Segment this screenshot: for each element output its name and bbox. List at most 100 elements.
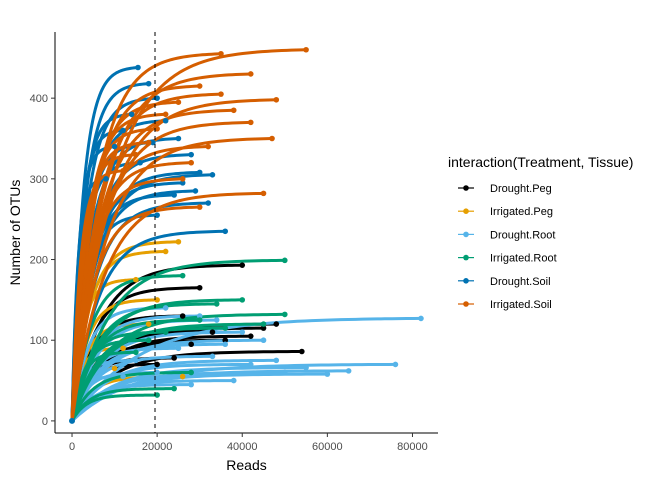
curve-endpoint bbox=[154, 369, 160, 376]
curve-endpoint bbox=[230, 107, 237, 114]
curve-endpoint bbox=[247, 119, 254, 126]
rarefaction-curve bbox=[70, 92, 223, 423]
curve-endpoint bbox=[171, 385, 177, 392]
legend-key-point bbox=[463, 254, 469, 261]
y-tick-label: 100 bbox=[30, 335, 48, 347]
curve-endpoint bbox=[218, 91, 224, 97]
rarefaction-curve bbox=[70, 191, 266, 423]
curve-endpoint bbox=[196, 284, 203, 291]
curve-endpoint bbox=[179, 313, 186, 319]
series-endpoints-drought-root bbox=[120, 305, 424, 388]
curve-endpoint bbox=[222, 337, 229, 344]
rarefaction-curve bbox=[70, 108, 236, 423]
rarefaction-curve bbox=[70, 137, 274, 423]
legend-label: Irrigated.Soil bbox=[490, 299, 552, 311]
curve-endpoint bbox=[154, 126, 160, 132]
legend-label: Drought.Root bbox=[490, 229, 555, 241]
curve-endpoint bbox=[218, 50, 224, 57]
curve-endpoint bbox=[103, 176, 109, 182]
curve-endpoint bbox=[196, 169, 203, 176]
curve-endpoint bbox=[120, 345, 126, 352]
curve-endpoint bbox=[162, 329, 169, 335]
curve-endpoint bbox=[111, 365, 118, 372]
curve-endpoint bbox=[192, 188, 199, 194]
curve-endpoint bbox=[111, 143, 118, 150]
x-tick-label: 0 bbox=[69, 441, 75, 453]
legend-key-point bbox=[463, 208, 469, 214]
curve-endpoint bbox=[179, 373, 186, 380]
series-endpoints-drought-soil bbox=[103, 64, 229, 235]
legend-item: Drought.Root bbox=[458, 229, 555, 241]
rarefaction-curve bbox=[70, 326, 227, 423]
curve-endpoint bbox=[260, 190, 267, 197]
curve-endpoint bbox=[282, 369, 288, 376]
curve-endpoint bbox=[345, 368, 352, 374]
curve-endpoint bbox=[260, 337, 267, 344]
x-tick-label: 20000 bbox=[142, 441, 173, 453]
curve-endpoint bbox=[196, 204, 203, 210]
series-endpoints-irrigated-root bbox=[133, 257, 288, 398]
curve-endpoint bbox=[145, 80, 152, 87]
rarefaction-curve bbox=[70, 387, 176, 423]
curve-endpoint bbox=[239, 262, 246, 268]
curve-endpoint bbox=[196, 83, 203, 89]
curve-endpoint bbox=[303, 364, 309, 371]
legend-item: Drought.Soil bbox=[458, 276, 551, 288]
curve-endpoint bbox=[299, 348, 305, 355]
curve-endpoint bbox=[188, 159, 194, 166]
curve-endpoint bbox=[145, 139, 152, 146]
curve-endpoint bbox=[260, 325, 267, 331]
rarefaction-curve bbox=[70, 205, 202, 423]
curve-endpoint bbox=[128, 111, 135, 118]
legend-items: Drought.Peg Irrigated.Peg Drought.Root Irri… bbox=[458, 183, 557, 311]
legend-key-point bbox=[463, 301, 469, 307]
curve-endpoint bbox=[150, 139, 156, 146]
curve-endpoint bbox=[120, 127, 126, 134]
rarefaction-curve bbox=[70, 120, 253, 423]
legend-label: Irrigated.Root bbox=[490, 253, 557, 265]
curve-endpoint bbox=[209, 329, 216, 335]
curve-endpoint bbox=[162, 111, 169, 118]
curve-endpoint bbox=[154, 361, 160, 368]
legend-label: Drought.Peg bbox=[490, 183, 552, 195]
curve-endpoint bbox=[145, 337, 152, 344]
curve-endpoint bbox=[137, 159, 143, 166]
legend-key-point bbox=[463, 231, 469, 238]
legend-label: Drought.Soil bbox=[490, 276, 551, 288]
curve-endpoint bbox=[162, 248, 169, 255]
curve-endpoint bbox=[282, 257, 288, 264]
legend-item: Irrigated.Root bbox=[458, 253, 557, 265]
curve-endpoint bbox=[188, 151, 194, 158]
legend-item: Drought.Peg bbox=[458, 183, 552, 195]
curve-endpoint bbox=[171, 355, 177, 361]
legend-label: Irrigated.Peg bbox=[490, 206, 553, 218]
curve-endpoint bbox=[273, 357, 280, 364]
curve-endpoint bbox=[222, 341, 229, 348]
legend-title: interaction(Treatment, Tissue) bbox=[448, 154, 633, 170]
curve-endpoint bbox=[282, 311, 288, 318]
rarefaction-curve bbox=[70, 338, 266, 423]
series-endpoints-irrigated-soil bbox=[120, 46, 309, 210]
curve-endpoint bbox=[196, 313, 203, 319]
curve-endpoint bbox=[135, 64, 141, 71]
legend-key-point bbox=[463, 278, 469, 284]
endpoints-layer bbox=[69, 46, 424, 424]
y-tick-label: 200 bbox=[30, 255, 48, 267]
curve-endpoint bbox=[213, 317, 220, 323]
x-axis-title: Reads bbox=[226, 457, 266, 473]
curve-endpoint bbox=[175, 99, 182, 105]
series-irrigated-soil bbox=[70, 48, 308, 423]
curve-endpoint bbox=[222, 325, 229, 331]
y-tick-label: 300 bbox=[30, 174, 48, 186]
y-tick-label: 400 bbox=[30, 93, 48, 105]
curve-endpoint bbox=[188, 381, 194, 388]
curve-endpoint bbox=[171, 192, 177, 198]
x-tick-label: 60000 bbox=[312, 441, 343, 453]
curve-endpoint bbox=[222, 228, 229, 235]
curve-endpoint bbox=[209, 353, 216, 360]
y-tick-label: 0 bbox=[42, 416, 48, 428]
curve-endpoint bbox=[175, 238, 182, 245]
rarefaction-curve bbox=[70, 362, 253, 423]
rarefaction-curve bbox=[70, 229, 227, 423]
curve-endpoint bbox=[188, 369, 194, 376]
